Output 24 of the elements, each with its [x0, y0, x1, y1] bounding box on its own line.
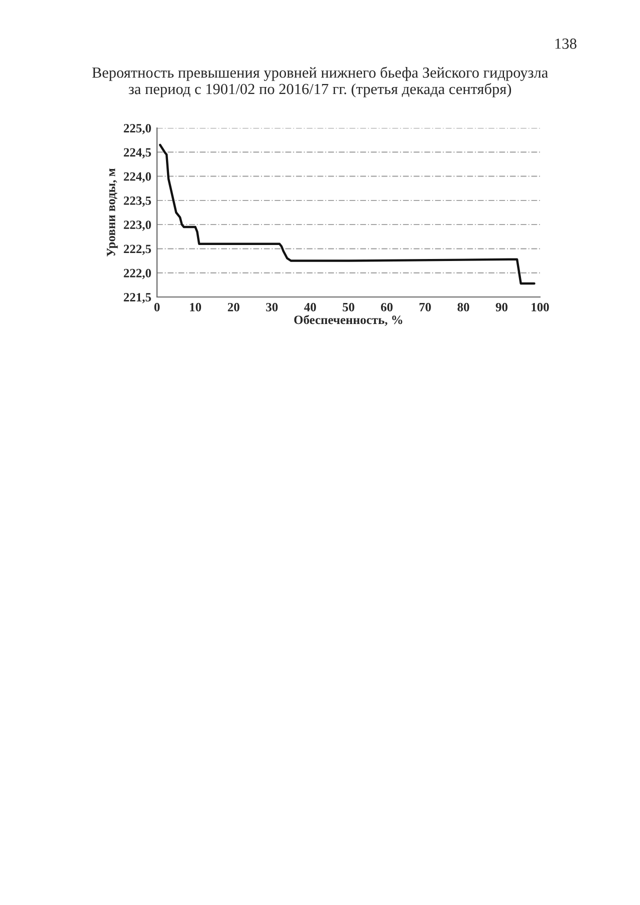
x-tick-label: 0 [154, 302, 160, 312]
y-axis-title: Уровни воды, м [106, 168, 118, 257]
x-tick-label: 80 [458, 302, 470, 312]
x-tick-label: 70 [420, 302, 431, 312]
text: 138 [555, 38, 576, 49]
y-tick-label: 223,5 [124, 196, 151, 207]
y-tick-label: 225,0 [124, 124, 151, 134]
x-tick-label: 40 [304, 302, 316, 312]
x-tick-label: 60 [380, 302, 393, 312]
x-tick-label: 90 [496, 302, 508, 312]
y-tick-label: 222,0 [124, 268, 151, 280]
y-tick-label: 224,0 [124, 172, 151, 183]
y-tick-label: 221,5 [124, 293, 151, 304]
line-series [158, 144, 536, 285]
y-tick-label: 223,0 [124, 220, 151, 231]
x-axis-title: Обеспеченность, % [294, 315, 402, 326]
chart-title: Вероятность превышения уровней нижнего бьефа Зейского гидроузла за период с 1901/02 по 2016/17 гг. (третья декада сентября) [92, 66, 548, 98]
x-tick-label: 20 [228, 302, 240, 312]
x-tick-label: 100 [532, 302, 549, 312]
x-tick-label: 50 [342, 302, 354, 312]
y-tick-label: 222,5 [124, 244, 151, 255]
x-tick-label: 10 [190, 302, 202, 312]
y-tick-label: 224,5 [124, 148, 151, 158]
x-tick-label: 30 [266, 302, 278, 312]
